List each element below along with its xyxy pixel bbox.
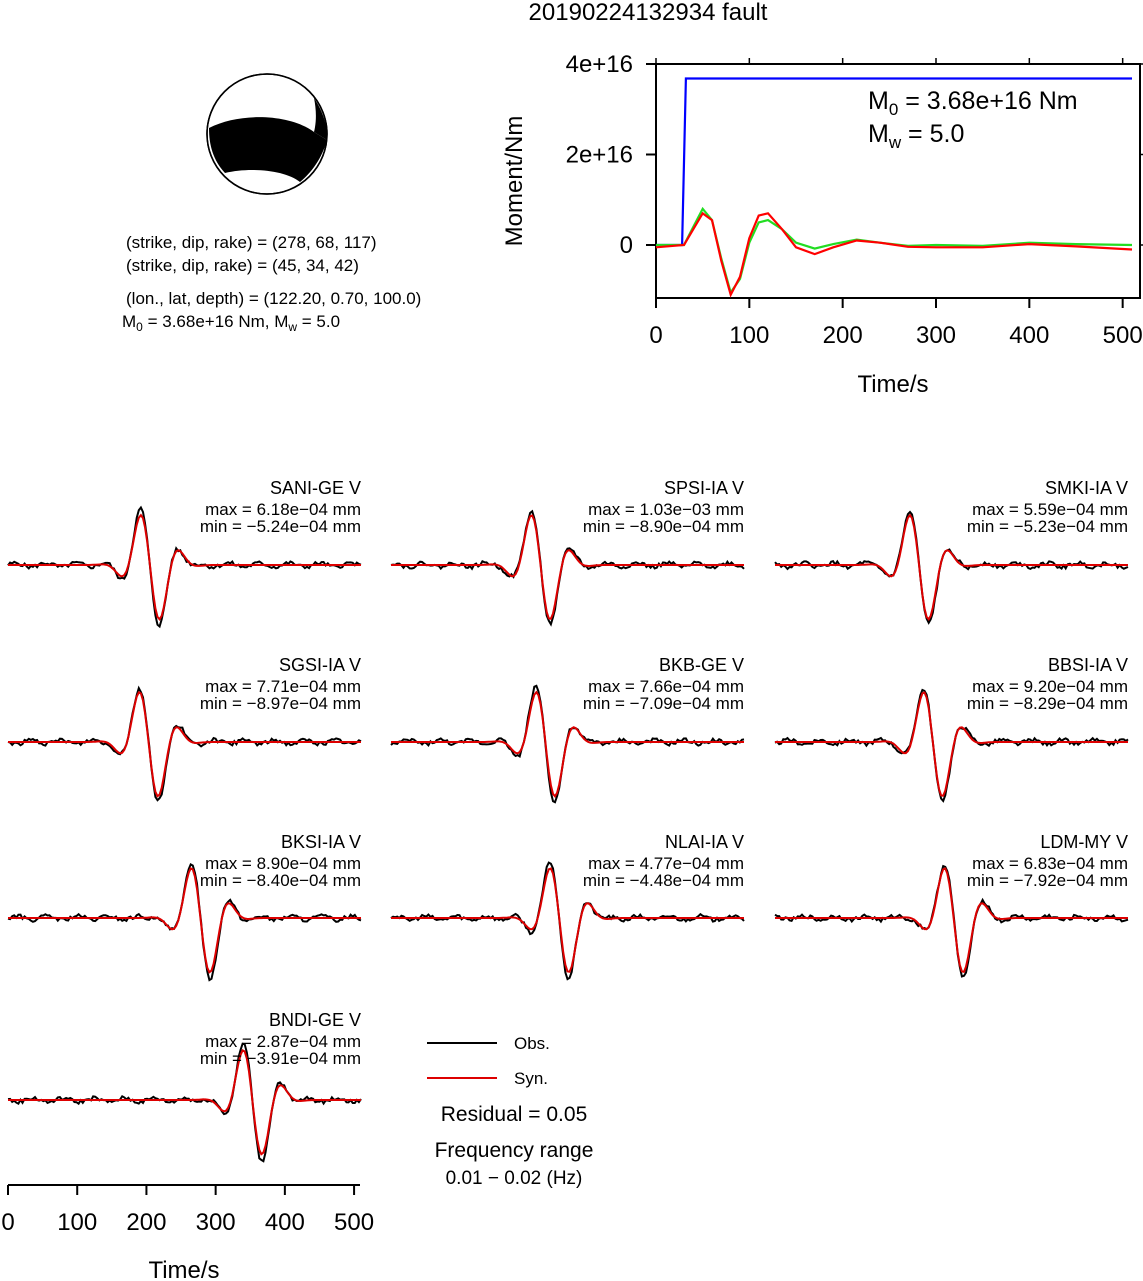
station-max: max = 7.71e−04 mm: [205, 677, 361, 696]
station-name: SPSI-IA V: [664, 478, 744, 498]
station-min: min = −8.90e−04 mm: [583, 517, 744, 536]
figure-title: 20190224132934 fault: [529, 0, 768, 26]
station-min: min = −8.97e−04 mm: [200, 694, 361, 713]
synthetic-trace: [775, 513, 1128, 622]
station-min: min = −5.24e−04 mm: [200, 517, 361, 536]
station-name: BKSI-IA V: [281, 832, 361, 852]
station-max: max = 6.18e−04 mm: [205, 500, 361, 519]
station-min: min = −7.09e−04 mm: [583, 694, 744, 713]
station-name: BBSI-IA V: [1048, 655, 1128, 675]
station-name: BNDI-GE V: [269, 1010, 361, 1030]
moment-ytick-label: 0: [620, 232, 633, 259]
waveform-xtick-label: 100: [57, 1209, 97, 1236]
legend-syn-label: Syn.: [514, 1069, 548, 1088]
station-max: max = 4.77e−04 mm: [588, 854, 744, 873]
mechanism-line-2: (strike, dip, rake) = (45, 34, 42): [126, 256, 359, 275]
station-max: max = 8.90e−04 mm: [205, 854, 361, 873]
moment-plot: 0 100 200 300 400 500 0 2e+16 4e+16 Moment/Nm Ti…: [501, 51, 1143, 398]
synthetic-trace: [8, 1049, 361, 1156]
station-min: min = −7.92e−04 mm: [967, 871, 1128, 890]
synthetic-trace: [391, 514, 744, 620]
waveform-time-axis: 0 100 200 300 400 500 Time/s: [1, 1184, 374, 1281]
moment-xtick-label: 200: [823, 322, 863, 349]
moment-xtick-label: 400: [1009, 322, 1049, 349]
station-name: LDM-MY V: [1040, 832, 1128, 852]
station-min: min = −5.23e−04 mm: [967, 517, 1128, 536]
moment-plot-frame: [655, 63, 1141, 299]
moment-xtick-label: 300: [916, 322, 956, 349]
synthetic-trace: [391, 690, 744, 799]
mechanism-line-3: (lon., lat, depth) = (122.20, 0.70, 100.…: [126, 289, 421, 308]
moment-ytick-label: 4e+16: [566, 51, 633, 78]
waveform-xtick-label: 400: [265, 1209, 305, 1236]
moment-annotation-m0: M0 = 3.68e+16 Nm: [868, 87, 1078, 119]
synthetic-trace: [775, 691, 1128, 797]
station-name: SANI-GE V: [270, 478, 361, 498]
moment-xtick-label: 100: [729, 322, 769, 349]
moment-magnitude-line: M0 = 3.68e+16 Nm, Mw = 5.0: [122, 312, 340, 334]
moment-series-line: [655, 211, 1133, 298]
moment-annotation-mw: Mw = 5.0: [868, 120, 964, 152]
station-max: max = 5.59e−04 mm: [972, 500, 1128, 519]
waveform-xtick-label: 500: [334, 1209, 374, 1236]
waveform-xtick-label: 200: [126, 1209, 166, 1236]
legend: Obs. Syn. Residual = 0.05 Frequency rang…: [427, 1034, 593, 1189]
mechanism-info: (strike, dip, rake) = (278, 68, 117) (st…: [122, 233, 421, 334]
synthetic-trace: [8, 867, 361, 974]
waveform-xtick-label: 0: [1, 1209, 14, 1236]
moment-axis-ticks: 0 100 200 300 400 500 0 2e+16 4e+16: [566, 51, 1143, 349]
waveform-xtick-label: 300: [196, 1209, 236, 1236]
moment-xtick-label: 0: [649, 322, 662, 349]
synthetic-trace: [391, 867, 744, 973]
station-min: min = −8.29e−04 mm: [967, 694, 1128, 713]
synthetic-trace: [775, 867, 1128, 973]
beachball-icon: [206, 73, 328, 195]
station-name: NLAI-IA V: [665, 832, 744, 852]
moment-xtick-label: 500: [1103, 322, 1143, 349]
station-name: BKB-GE V: [659, 655, 744, 675]
residual-text: Residual = 0.05: [441, 1103, 588, 1126]
station-max: max = 7.66e−04 mm: [588, 677, 744, 696]
synthetic-trace: [8, 513, 361, 621]
station-max: max = 6.83e−04 mm: [972, 854, 1128, 873]
waveform-xlabel: Time/s: [148, 1257, 219, 1281]
legend-obs-label: Obs.: [514, 1034, 550, 1053]
station-max: max = 1.03e−03 mm: [588, 500, 744, 519]
station-name: SGSI-IA V: [279, 655, 361, 675]
frequency-range-title: Frequency range: [435, 1139, 594, 1162]
moment-xlabel: Time/s: [857, 371, 928, 398]
moment-ytick-label: 2e+16: [566, 142, 633, 169]
frequency-range-value: 0.01 − 0.02 (Hz): [446, 1168, 583, 1189]
station-name: SMKI-IA V: [1045, 478, 1128, 498]
station-max: max = 2.87e−04 mm: [205, 1032, 361, 1051]
synthetic-trace: [8, 691, 361, 798]
station-min: min = −4.48e−04 mm: [583, 871, 744, 890]
station-min: min = −8.40e−04 mm: [200, 871, 361, 890]
station-max: max = 9.20e−04 mm: [972, 677, 1128, 696]
station-min: min = −3.91e−04 mm: [200, 1049, 361, 1068]
moment-ylabel: Moment/Nm: [501, 116, 528, 247]
mechanism-line-1: (strike, dip, rake) = (278, 68, 117): [126, 233, 377, 252]
